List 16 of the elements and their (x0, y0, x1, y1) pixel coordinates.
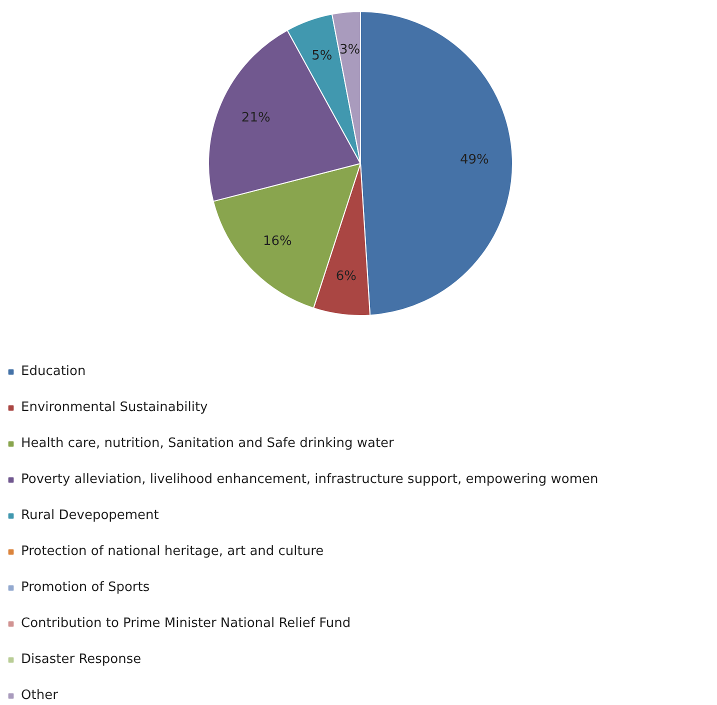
legend-label: Disaster Response (21, 651, 142, 667)
data-label: 49% (460, 152, 489, 168)
legend-label: Other (21, 687, 58, 703)
legend-label: Promotion of Sports (21, 579, 150, 595)
legend-label: Health care, nutrition, Sanitation and Safe drinking water (21, 435, 394, 451)
legend-label: Poverty alleviation, livelihood enhancement, infrastructure support, empowering women (21, 471, 598, 487)
legend-label: Rural Devepopement (21, 507, 159, 523)
data-label: 3% (339, 42, 360, 58)
data-label: 16% (262, 234, 292, 250)
data-label: 21% (241, 110, 270, 126)
legend-label: Protection of national heritage, art and culture (21, 543, 324, 559)
legend-label: Contribution to Prime Minister National Relief Fund (21, 615, 351, 631)
data-label: 5% (312, 48, 332, 64)
legend-label: Education (21, 363, 86, 379)
data-label: 6% (336, 269, 357, 284)
legend-label: Environmental Sustainability (21, 399, 208, 415)
